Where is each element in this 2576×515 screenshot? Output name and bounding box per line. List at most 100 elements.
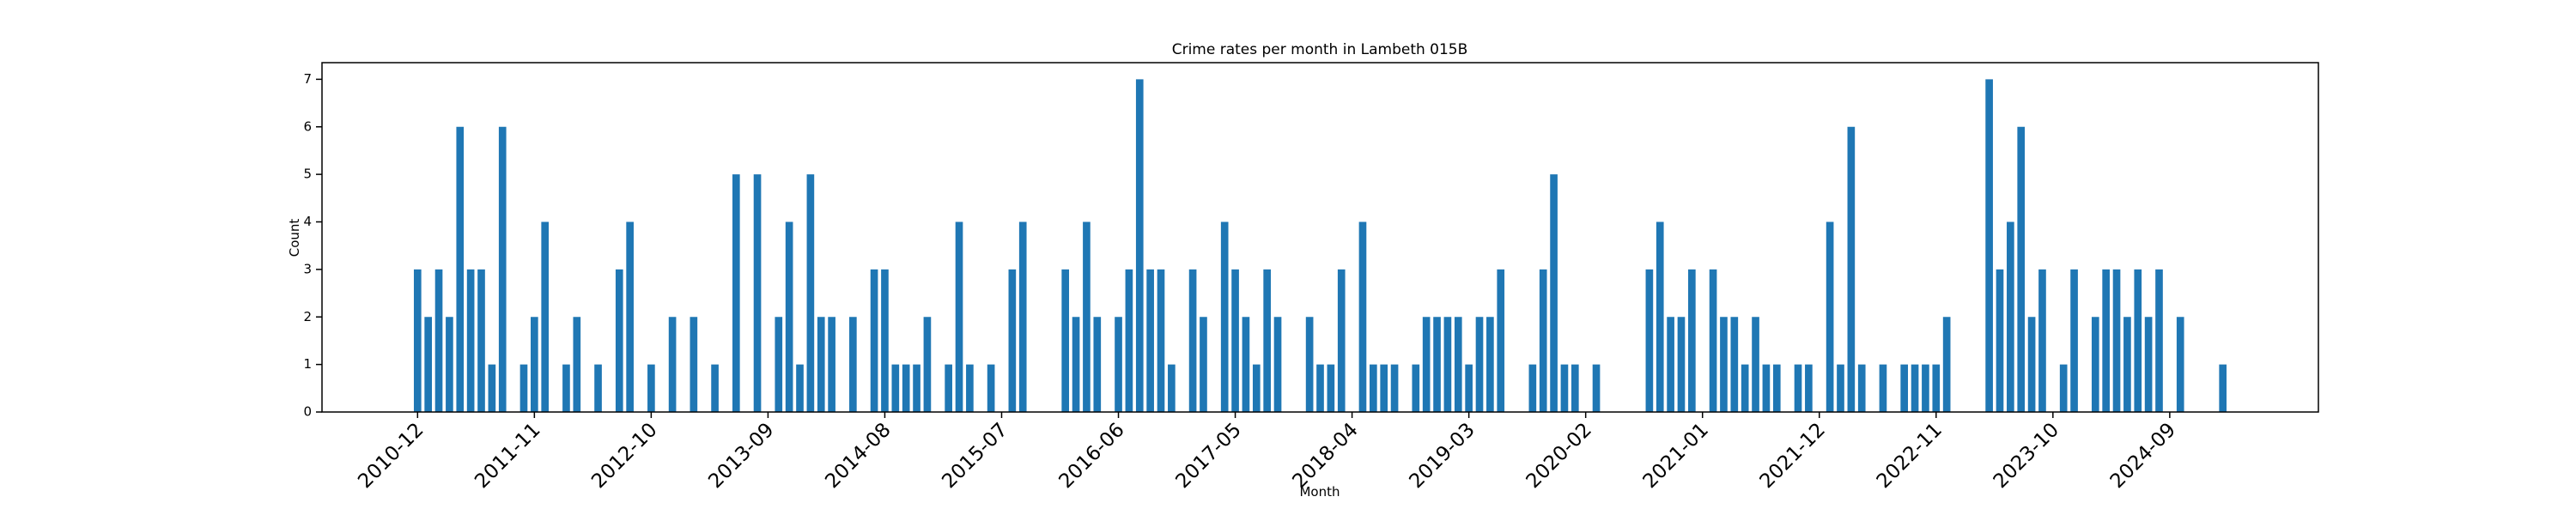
- bar: [626, 221, 634, 412]
- bar: [541, 221, 550, 412]
- bar: [902, 364, 910, 412]
- bar: [775, 317, 783, 412]
- bar: [1337, 269, 1346, 412]
- bar: [870, 269, 878, 412]
- bar: [1072, 317, 1080, 412]
- bar: [562, 364, 570, 412]
- bar: [1443, 317, 1452, 412]
- bar: [1560, 364, 1569, 412]
- x-tick-label: 2022-11: [1873, 419, 1947, 493]
- bar: [1327, 364, 1335, 412]
- bar: [1422, 317, 1431, 412]
- bar: [1667, 317, 1674, 412]
- bar: [1900, 364, 1909, 412]
- chart-title: Crime rates per month in Lambeth 015B: [1172, 41, 1468, 58]
- y-axis-label: Count: [287, 219, 302, 258]
- bar: [1847, 126, 1856, 412]
- x-tick-label: 2010-12: [354, 419, 428, 493]
- bar: [1305, 317, 1314, 412]
- bar: [1231, 269, 1239, 412]
- bar: [488, 364, 496, 412]
- bar: [891, 364, 900, 412]
- bar: [732, 174, 740, 412]
- bar: [424, 317, 432, 412]
- y-tick-label: 2: [303, 309, 312, 324]
- bar: [2102, 269, 2110, 412]
- bar: [668, 317, 677, 412]
- bar: [1857, 364, 1866, 412]
- y-tick-label: 5: [303, 167, 312, 182]
- x-tick-label: 2017-05: [1171, 419, 1245, 493]
- bar: [1465, 364, 1473, 412]
- bar: [466, 269, 475, 412]
- bar: [1879, 364, 1887, 412]
- bar: [711, 364, 719, 412]
- bar: [849, 317, 857, 412]
- bar: [2144, 317, 2153, 412]
- bar: [647, 364, 655, 412]
- bar: [1942, 317, 1951, 412]
- bar: [1370, 364, 1377, 412]
- bar: [1125, 269, 1133, 412]
- x-tick-label: 2019-03: [1406, 419, 1479, 493]
- bar: [2038, 269, 2046, 412]
- bar: [881, 269, 889, 412]
- bar: [945, 364, 952, 412]
- y-tick-label: 3: [303, 261, 312, 276]
- bar: [1220, 221, 1229, 412]
- plot-frame: [321, 62, 2319, 413]
- y-tick-label: 7: [303, 71, 312, 87]
- bar: [690, 317, 698, 412]
- bar: [1200, 317, 1207, 412]
- x-tick-label: 2016-06: [1054, 419, 1128, 493]
- bar: [434, 269, 443, 412]
- bar: [1932, 364, 1941, 412]
- bar: [1115, 317, 1122, 412]
- bar: [1762, 364, 1771, 412]
- bar: [2123, 317, 2131, 412]
- bar: [1772, 364, 1781, 412]
- bar: [753, 174, 762, 412]
- bar: [2017, 126, 2026, 412]
- bar: [1752, 317, 1759, 412]
- bar: [2176, 317, 2184, 412]
- bar: [1135, 79, 1144, 412]
- bar: [477, 269, 485, 412]
- bar: [531, 317, 538, 412]
- bar: [1008, 269, 1017, 412]
- bar: [1242, 317, 1250, 412]
- bar: [1486, 317, 1494, 412]
- bar: [1454, 317, 1462, 412]
- bar: [913, 364, 920, 412]
- bar: [1528, 364, 1537, 412]
- x-tick-label: 2015-07: [938, 419, 1012, 493]
- bar: [955, 221, 963, 412]
- bar: [828, 317, 835, 412]
- y-tick-label: 4: [303, 214, 312, 229]
- bar: [1805, 364, 1813, 412]
- bar: [2070, 269, 2078, 412]
- bar: [1188, 269, 1197, 412]
- bar: [2027, 317, 2036, 412]
- bar: [1273, 317, 1282, 412]
- bar: [1741, 364, 1749, 412]
- bar: [1146, 269, 1154, 412]
- bar: [1837, 364, 1844, 412]
- bar: [615, 269, 623, 412]
- bar: [1316, 364, 1324, 412]
- bar: [1093, 317, 1102, 412]
- x-tick-label: 2011-11: [471, 419, 544, 493]
- bar: [1677, 317, 1686, 412]
- y-tick-label: 6: [303, 118, 312, 134]
- bar: [456, 126, 465, 412]
- bar: [594, 364, 602, 412]
- y-tick-label: 1: [303, 356, 312, 372]
- bar: [1688, 269, 1696, 412]
- x-tick-label: 2021-01: [1639, 419, 1713, 493]
- x-tick-label: 2013-09: [704, 419, 778, 493]
- bar: [2091, 317, 2099, 412]
- bar: [1550, 174, 1558, 412]
- y-tick-label: 0: [303, 404, 312, 420]
- bar: [1794, 364, 1802, 412]
